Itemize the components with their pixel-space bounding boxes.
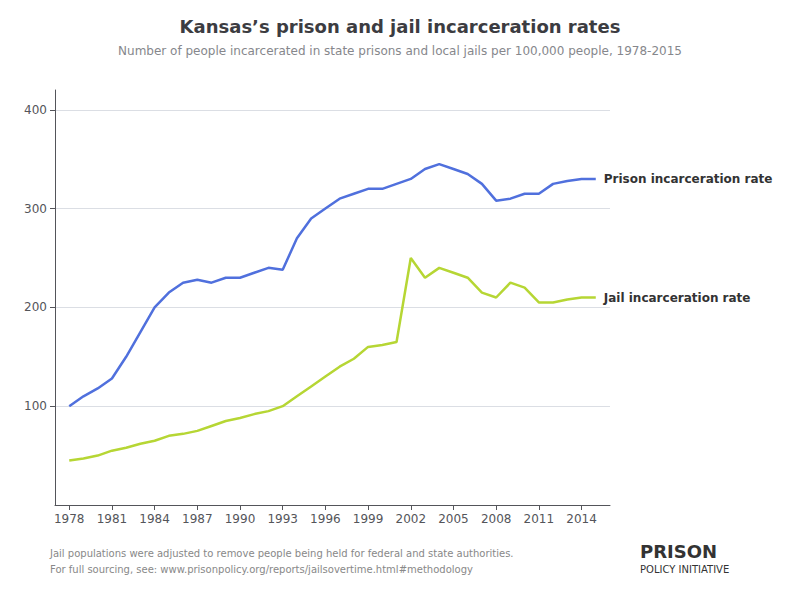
svg-text:200: 200 [24,300,47,314]
svg-text:Jail incarceration rate: Jail incarceration rate [603,291,751,305]
svg-text:Number of people incarcerated: Number of people incarcerated in state p… [118,44,682,58]
svg-text:Prison incarceration rate: Prison incarceration rate [604,172,773,186]
svg-text:1990: 1990 [225,512,256,526]
svg-text:PRISON: PRISON [640,541,717,562]
svg-text:2011: 2011 [524,512,555,526]
svg-text:400: 400 [24,103,47,117]
svg-text:1978: 1978 [54,512,85,526]
svg-text:1993: 1993 [267,512,298,526]
svg-text:2005: 2005 [438,512,469,526]
svg-text:Kansas’s prison and jail incar: Kansas’s prison and jail incarceration r… [180,16,621,37]
svg-text:1987: 1987 [182,512,213,526]
svg-text:2002: 2002 [395,512,426,526]
svg-text:Jail populations were adjusted: Jail populations were adjusted to remove… [49,548,514,559]
svg-text:2014: 2014 [566,512,597,526]
svg-text:POLICY INITIATIVE: POLICY INITIATIVE [640,564,729,575]
svg-text:1999: 1999 [353,512,384,526]
svg-text:1996: 1996 [310,512,341,526]
svg-text:300: 300 [24,202,47,216]
svg-text:1981: 1981 [97,512,128,526]
svg-text:100: 100 [24,399,47,413]
svg-text:2008: 2008 [481,512,512,526]
svg-text:1984: 1984 [139,512,170,526]
svg-text:For full sourcing, see: www.pr: For full sourcing, see: www.prisonpolicy… [50,564,473,575]
